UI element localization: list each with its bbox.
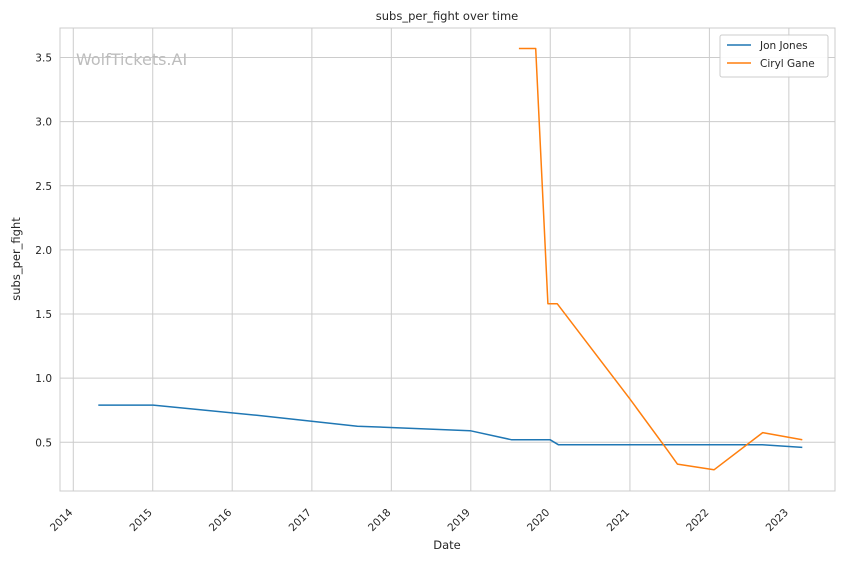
x-axis-label: Date bbox=[433, 538, 461, 552]
y-tick-label: 2.0 bbox=[35, 245, 52, 257]
chart-title: subs_per_fight over time bbox=[376, 9, 518, 23]
x-tick-label: 2018 bbox=[366, 507, 393, 534]
x-tick-label: 2022 bbox=[684, 507, 711, 534]
x-tick-label: 2019 bbox=[446, 507, 473, 534]
x-tick-label: 2016 bbox=[207, 506, 235, 534]
y-tick-label: 3.0 bbox=[35, 117, 52, 129]
y-tick-label: 0.5 bbox=[35, 437, 52, 449]
y-tick-label: 1.5 bbox=[35, 309, 52, 321]
y-tick-label: 3.5 bbox=[35, 52, 52, 64]
legend-label-jon-jones: Jon Jones bbox=[759, 40, 808, 52]
plot-frame bbox=[59, 27, 836, 492]
x-tick-label: 2020 bbox=[525, 507, 552, 534]
legend-label-ciryl-gane: Ciryl Gane bbox=[760, 58, 815, 70]
x-tick-label: 2023 bbox=[764, 507, 791, 534]
y-tick-label: 2.5 bbox=[35, 181, 52, 193]
series-line-jon-jones bbox=[98, 404, 803, 449]
watermark: WolfTickets.AI bbox=[76, 50, 187, 69]
y-tick-labels: 0.5 1.0 1.5 2.0 2.5 3.0 3.5 bbox=[35, 52, 52, 449]
x-tick-label: 2017 bbox=[287, 507, 314, 534]
legend: Jon Jones Ciryl Gane bbox=[719, 34, 829, 78]
x-tick-label: 2021 bbox=[605, 507, 632, 534]
y-tick-label: 1.0 bbox=[35, 373, 52, 385]
grid-layer bbox=[60, 28, 835, 491]
series-line-ciryl-gane bbox=[518, 47, 803, 471]
x-tick-label: 2015 bbox=[127, 507, 154, 534]
x-tick-label: 2014 bbox=[48, 506, 76, 534]
y-axis-label: subs_per_fight bbox=[9, 217, 23, 301]
x-tick-labels: 2014 2015 2016 2017 2018 2019 2020 2021 2022 2023 bbox=[48, 506, 791, 534]
series-layer bbox=[98, 47, 803, 471]
